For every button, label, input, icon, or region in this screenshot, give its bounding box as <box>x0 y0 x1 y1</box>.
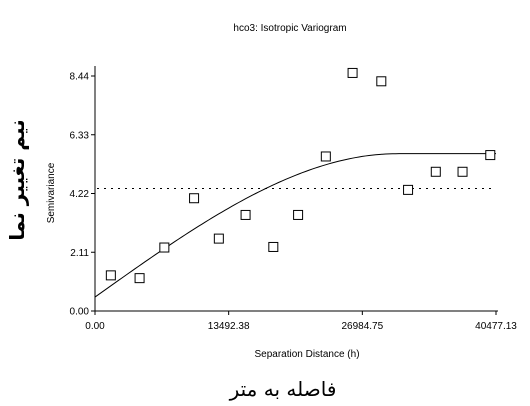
data-point <box>159 242 170 253</box>
data-point <box>347 67 358 78</box>
axis-ticks: 0.00 2.11 4.22 6.33 8.44 0.00 13492.38 26984.75… <box>70 72 518 333</box>
x-tick-label: 40477.13 <box>475 321 517 332</box>
data-point <box>457 166 468 177</box>
y-tick-label: 2.11 <box>70 248 89 259</box>
persian-x-axis-label: فاصله به متر <box>229 377 337 401</box>
y-tick-label: 8.44 <box>70 72 90 83</box>
y-tick-label: 4.22 <box>70 189 90 200</box>
x-axis-label: Separation Distance (h) <box>254 349 359 360</box>
data-point <box>268 241 279 252</box>
data-point <box>213 233 224 244</box>
persian-y-axis-label: نیم تغییر نما <box>5 119 29 240</box>
data-point <box>134 273 145 284</box>
data-point <box>320 151 331 162</box>
y-tick-label: 0.00 <box>70 307 90 318</box>
chart-title: hco3: Isotropic Variogram <box>233 23 346 34</box>
data-points <box>105 67 496 284</box>
data-point <box>430 166 441 177</box>
data-point <box>105 270 116 281</box>
data-point <box>376 76 387 87</box>
x-tick-label: 26984.75 <box>341 321 383 332</box>
x-tick-label: 13492.38 <box>208 321 250 332</box>
data-point <box>485 150 496 161</box>
y-axis-label: Semivariance <box>46 162 57 223</box>
y-tick-label: 6.33 <box>70 130 90 141</box>
data-point <box>189 193 200 204</box>
data-point <box>293 209 304 220</box>
x-tick-label: 0.00 <box>85 321 105 332</box>
data-point <box>240 209 251 220</box>
data-point <box>403 184 414 195</box>
